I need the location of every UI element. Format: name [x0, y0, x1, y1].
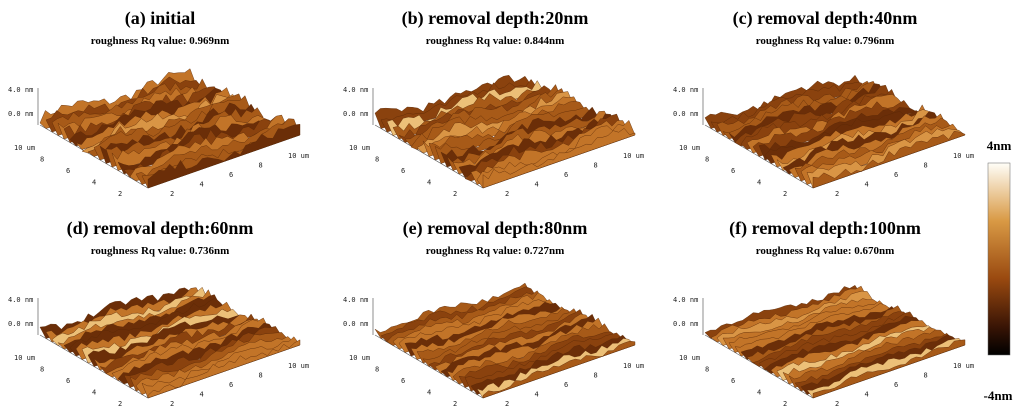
z-label: 4.0 nm: [343, 296, 368, 304]
right-axis-label: 6: [894, 381, 898, 389]
left-axis-label: 2: [118, 190, 122, 198]
z-label: 4.0 nm: [8, 296, 33, 304]
left-axis-label: 4: [427, 389, 431, 397]
right-axis-label: 8: [924, 162, 928, 170]
right-axis-label: 10 um: [288, 152, 309, 160]
left-axis-label: 2: [783, 190, 787, 198]
right-axis-label: 6: [894, 171, 898, 179]
left-axis-label: 2: [783, 400, 787, 408]
z-label: 0.0 nm: [8, 110, 33, 118]
z-label: 0.0 nm: [343, 320, 368, 328]
z-label: 0.0 nm: [343, 110, 368, 118]
right-axis-label: 4: [200, 181, 204, 189]
right-axis-label: 8: [594, 162, 598, 170]
right-axis-label: 2: [505, 400, 509, 408]
right-axis-label: 10 um: [623, 152, 644, 160]
z-label: 4.0 nm: [673, 86, 698, 94]
left-axis-label: 10 um: [349, 354, 370, 362]
right-axis-label: 4: [865, 181, 869, 189]
right-axis-label: 8: [259, 372, 263, 380]
panel: (e) removal depth:80nm roughness Rq value…: [343, 218, 644, 408]
left-axis-label: 6: [66, 167, 70, 175]
panel-subtitle: roughness Rq value: 0.736nm: [91, 245, 230, 257]
left-axis-label: 6: [731, 377, 735, 385]
left-axis-label: 4: [757, 179, 761, 187]
left-axis-label: 2: [453, 400, 457, 408]
panel-subtitle: roughness Rq value: 0.670nm: [756, 245, 895, 257]
panel-title: (b) removal depth:20nm: [402, 8, 589, 29]
left-axis-label: 8: [705, 366, 709, 374]
left-axis-label: 4: [92, 179, 96, 187]
left-axis-label: 8: [375, 366, 379, 374]
panel: (d) removal depth:60nm roughness Rq value…: [8, 218, 309, 408]
panel: (b) removal depth:20nm roughness Rq value…: [343, 8, 644, 198]
right-axis-label: 2: [835, 400, 839, 408]
left-axis-label: 6: [401, 167, 405, 175]
left-axis-label: 10 um: [679, 354, 700, 362]
panel-title: (e) removal depth:80nm: [403, 218, 588, 239]
right-axis-label: 4: [200, 391, 204, 399]
left-axis-label: 10 um: [14, 144, 35, 152]
figure: 4nm -4nm (a) initial roughness Rq value: …: [0, 0, 1014, 410]
z-label: 4.0 nm: [673, 296, 698, 304]
right-axis-label: 8: [259, 162, 263, 170]
left-axis-label: 4: [427, 179, 431, 187]
z-label: 0.0 nm: [673, 320, 698, 328]
left-axis-label: 2: [453, 190, 457, 198]
right-axis-label: 10 um: [623, 362, 644, 370]
right-axis-label: 6: [564, 171, 568, 179]
left-axis-label: 10 um: [679, 144, 700, 152]
right-axis-label: 10 um: [953, 362, 974, 370]
z-label: 0.0 nm: [673, 110, 698, 118]
colorbar-top-label: 4nm: [987, 138, 1012, 153]
left-axis-label: 8: [40, 156, 44, 164]
right-axis-label: 4: [535, 181, 539, 189]
panel: (c) removal depth:40nm roughness Rq value…: [673, 8, 974, 198]
panel: (a) initial roughness Rq value: 0.969nm 4.…: [8, 8, 309, 198]
right-axis-label: 4: [535, 391, 539, 399]
right-axis-label: 10 um: [953, 152, 974, 160]
left-axis-label: 4: [757, 389, 761, 397]
colorbar-bottom-label: -4nm: [984, 388, 1013, 403]
left-axis-label: 6: [731, 167, 735, 175]
left-axis-label: 4: [92, 389, 96, 397]
right-axis-label: 6: [229, 171, 233, 179]
left-axis-label: 8: [375, 156, 379, 164]
left-axis-label: 2: [118, 400, 122, 408]
z-label: 4.0 nm: [343, 86, 368, 94]
right-axis-label: 10 um: [288, 362, 309, 370]
right-axis-label: 4: [865, 391, 869, 399]
right-axis-label: 6: [564, 381, 568, 389]
left-axis-label: 6: [66, 377, 70, 385]
right-axis-label: 6: [229, 381, 233, 389]
panel-title: (a) initial: [125, 8, 196, 29]
panel-subtitle: roughness Rq value: 0.727nm: [426, 245, 565, 257]
colorbar: [988, 163, 1010, 355]
z-label: 0.0 nm: [8, 320, 33, 328]
right-axis-label: 2: [170, 190, 174, 198]
left-axis-label: 8: [705, 156, 709, 164]
right-axis-label: 8: [924, 372, 928, 380]
panel-title: (f) removal depth:100nm: [729, 218, 921, 239]
panel-subtitle: roughness Rq value: 0.969nm: [91, 35, 230, 47]
panel-subtitle: roughness Rq value: 0.796nm: [756, 35, 895, 47]
left-axis-label: 8: [40, 366, 44, 374]
panel: (f) removal depth:100nm roughness Rq valu…: [673, 218, 974, 408]
left-axis-label: 10 um: [349, 144, 370, 152]
panel-title: (c) removal depth:40nm: [733, 8, 918, 29]
panel-subtitle: roughness Rq value: 0.844nm: [426, 35, 565, 47]
right-axis-label: 2: [505, 190, 509, 198]
z-label: 4.0 nm: [8, 86, 33, 94]
right-axis-label: 2: [170, 400, 174, 408]
left-axis-label: 10 um: [14, 354, 35, 362]
right-axis-label: 2: [835, 190, 839, 198]
right-axis-label: 8: [594, 372, 598, 380]
panel-title: (d) removal depth:60nm: [67, 218, 254, 239]
left-axis-label: 6: [401, 377, 405, 385]
